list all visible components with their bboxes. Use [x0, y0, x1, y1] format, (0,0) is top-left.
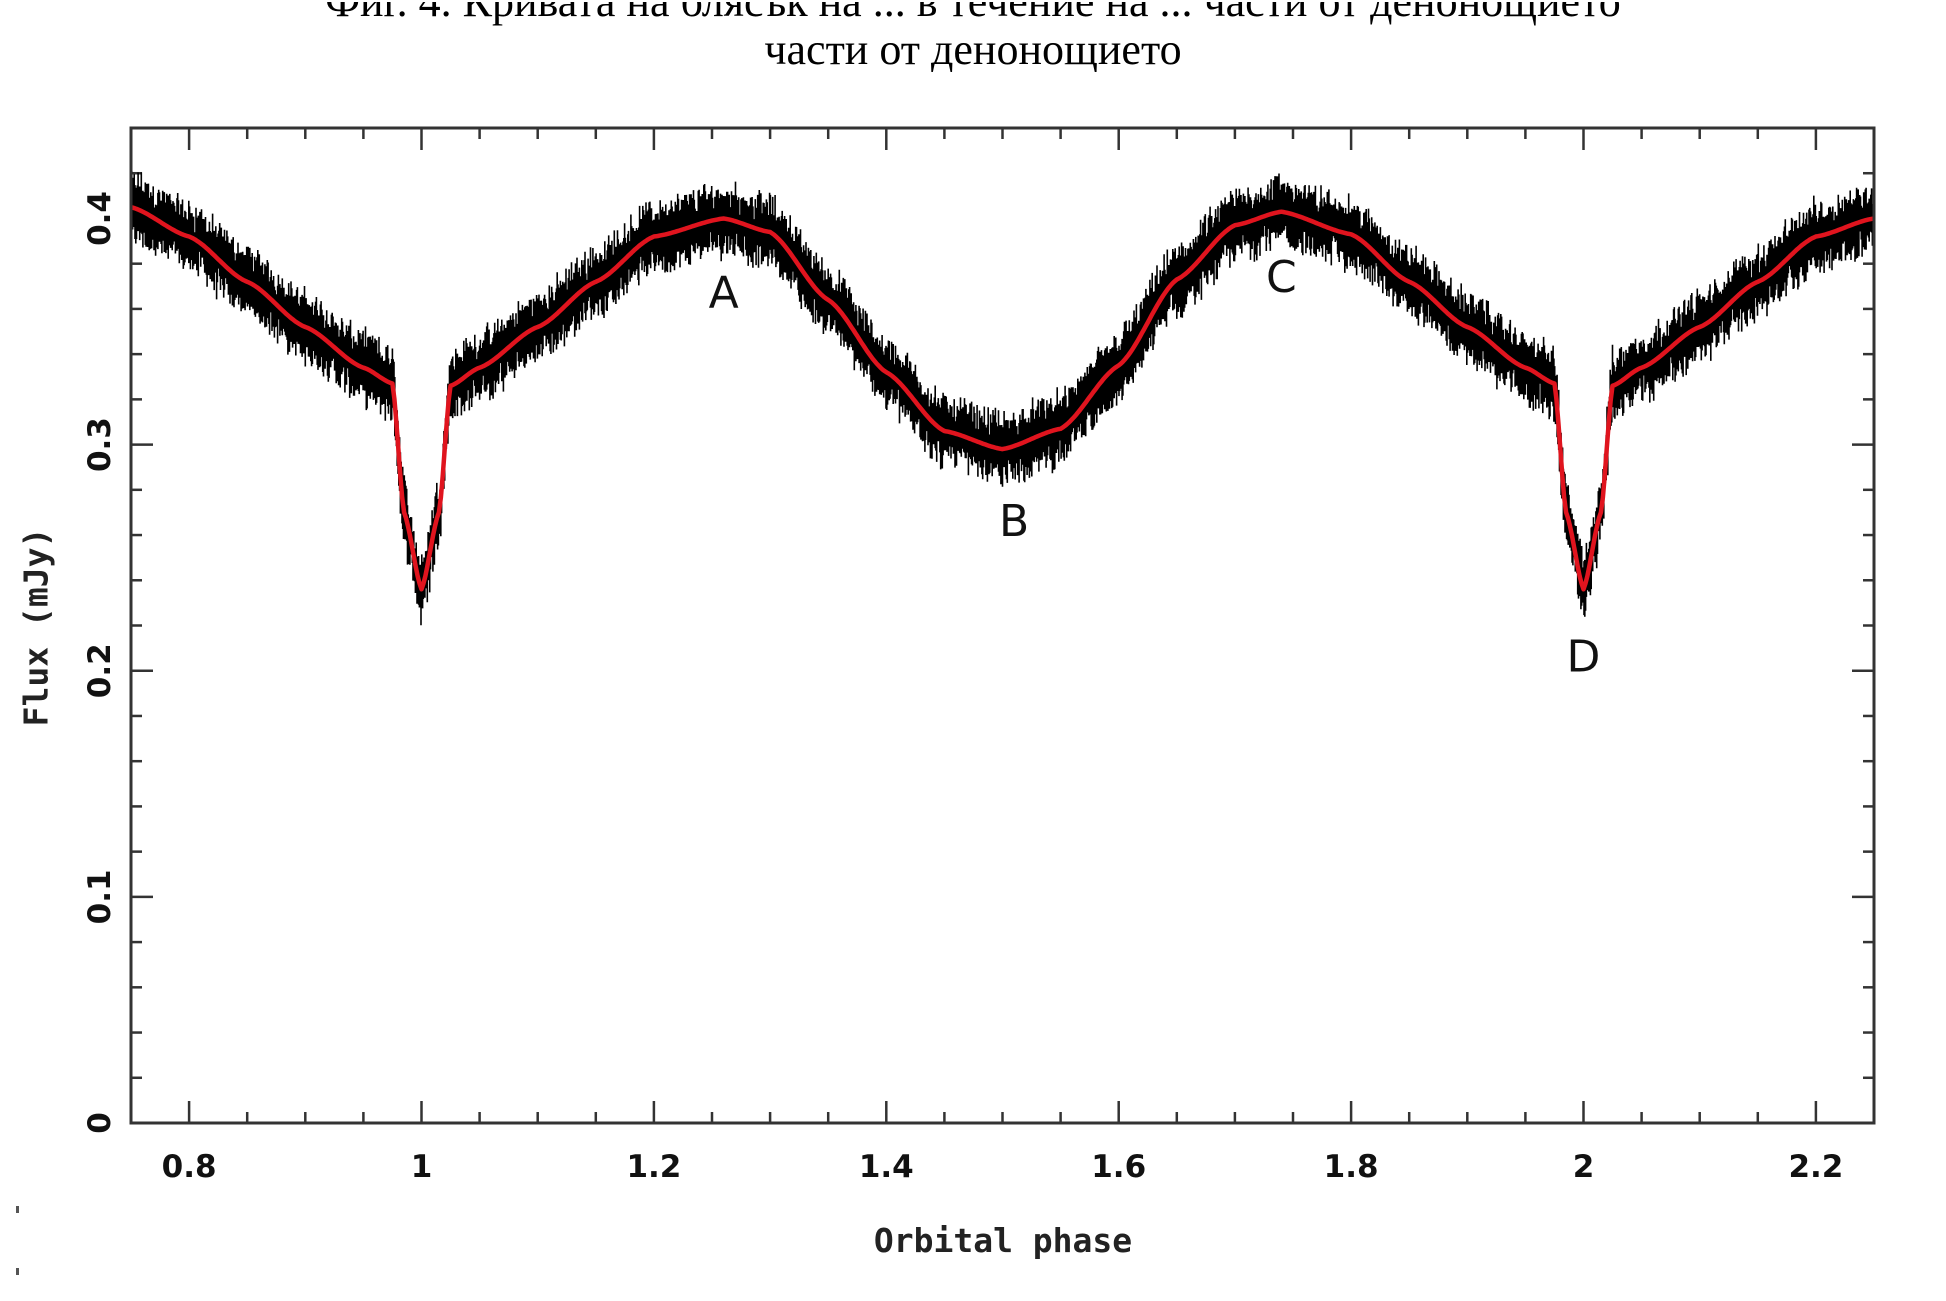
- figure-caption: Фиг. 4. Кривата на блясък на ... в течен…: [0, 2, 1946, 72]
- annotation-c: C: [1266, 252, 1297, 303]
- x-tick-label: 1.6: [1091, 1149, 1146, 1185]
- x-tick-label: 1.4: [859, 1149, 914, 1185]
- axis-ticks: [131, 126, 1874, 1125]
- y-tick-label: 0.4: [82, 191, 118, 246]
- annotation-d: D: [1567, 632, 1601, 683]
- y-tick-label: 0: [82, 1112, 118, 1134]
- x-tick-label: 1: [411, 1149, 433, 1185]
- tick-labels: 0.8 1 1.2 1.4 1.6 1.8 2 2.2 0 0.1 0.2 0.3 0.4: [82, 191, 1843, 1185]
- x-tick-label: 1.2: [626, 1149, 681, 1185]
- margin-mark: [16, 1206, 19, 1213]
- y-axis-label: Flux (mJy): [17, 528, 56, 727]
- margin-mark: [16, 1268, 19, 1275]
- y-tick-label: 0.3: [82, 417, 118, 472]
- annotation-b: B: [999, 496, 1029, 547]
- phase-annotations: A B C D: [709, 252, 1601, 683]
- x-tick-label: 1.8: [1324, 1149, 1379, 1185]
- x-tick-label: 2.2: [1788, 1149, 1843, 1185]
- y-tick-label: 0.1: [82, 869, 118, 924]
- plot-frame: [129, 126, 1876, 1125]
- model-fit-series: [130, 204, 1875, 592]
- x-axis-label: Orbital phase: [874, 1221, 1132, 1260]
- x-tick-label: 2: [1573, 1149, 1595, 1185]
- y-tick-label: 0.2: [82, 643, 118, 698]
- caption-line-1: Фиг. 4. Кривата на блясък на ... в течен…: [0, 2, 1946, 26]
- data-layer: [130, 171, 1875, 626]
- caption-line-2: части от денонощието: [764, 25, 1182, 73]
- x-tick-label: 0.8: [162, 1149, 217, 1185]
- annotation-a: A: [709, 268, 739, 319]
